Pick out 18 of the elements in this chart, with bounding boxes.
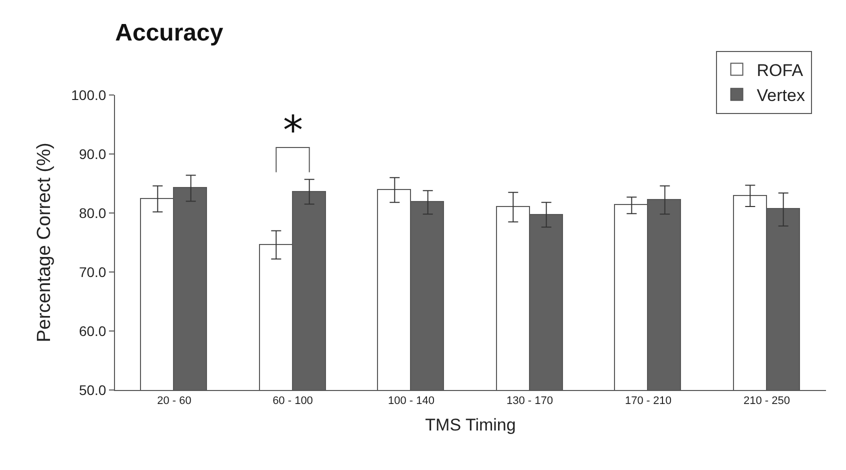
y-tick-label: 90.0 [78,146,106,162]
y-tick-label: 100.0 [71,86,106,103]
x-tick-label: 20 - 60 [157,395,192,408]
y-axis-title: Percentage Correct (%) [34,142,56,342]
legend-label: Vertex [756,86,806,106]
annotation: * [283,108,303,154]
y-tick-label: 50.0 [78,382,106,398]
x-tick-label: 170 - 210 [625,395,672,408]
x-axis-title: TMS Timing [425,416,516,435]
x-tick-label: 210 - 250 [744,395,790,408]
y-tick-label: 80.0 [78,204,106,221]
x-tick-label: 100 - 140 [388,395,434,408]
x-tick-label: 60 - 100 [272,395,313,408]
y-tick-label: 60.0 [78,322,106,339]
chart-title: Accuracy [115,19,224,46]
x-tick-label: 130 - 170 [506,395,553,408]
legend-label: ROFA [756,60,804,80]
y-tick-label: 70.0 [78,264,106,280]
